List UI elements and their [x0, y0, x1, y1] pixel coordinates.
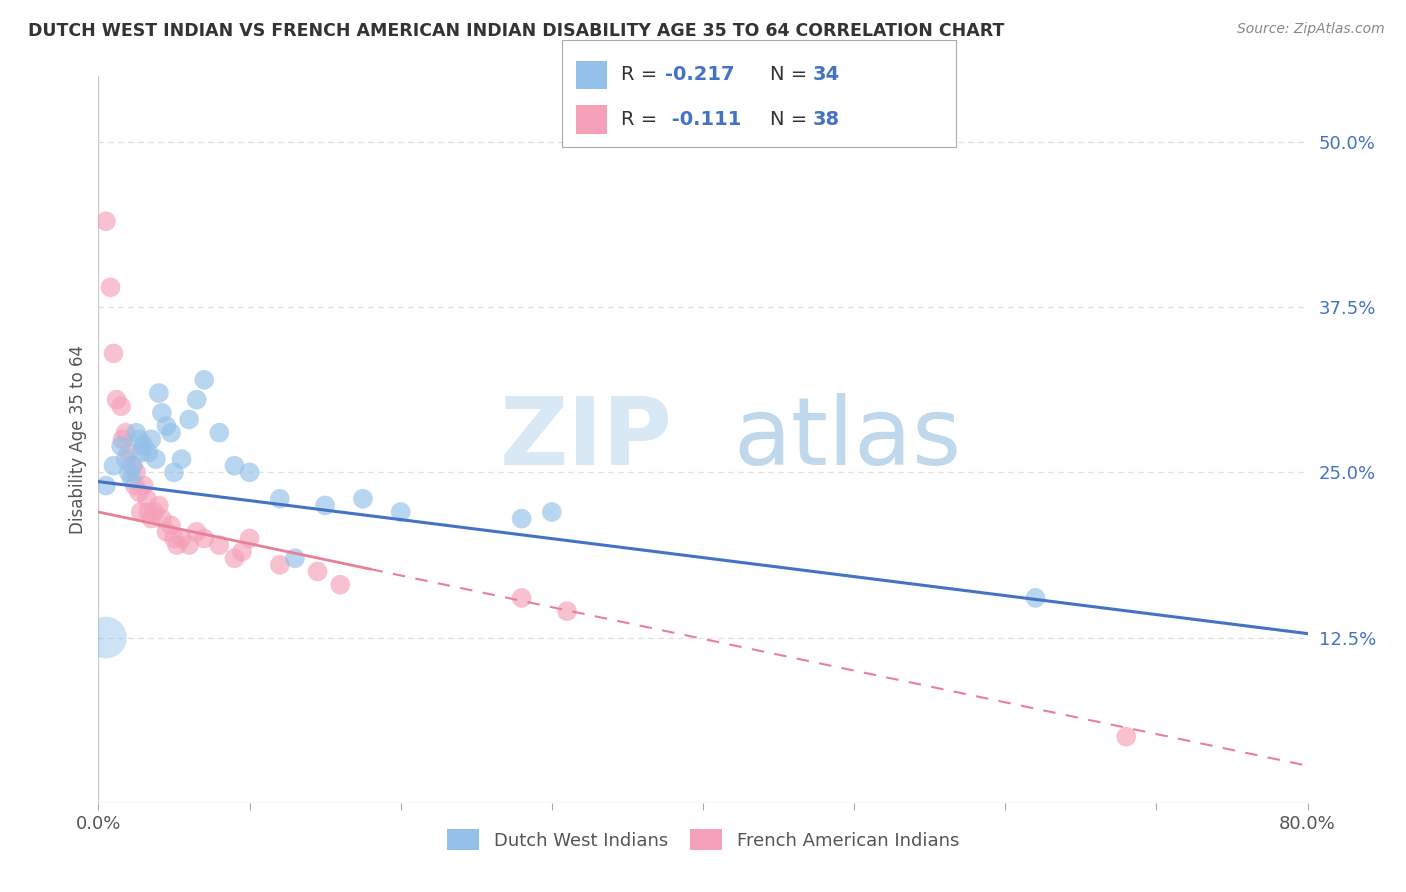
- Point: [510, 591, 533, 605]
- Point: [155, 524, 177, 539]
- Point: [118, 445, 141, 459]
- Point: [307, 565, 329, 579]
- Point: [155, 419, 177, 434]
- Point: [132, 439, 155, 453]
- Point: [136, 505, 159, 519]
- Point: [94, 214, 117, 228]
- Point: [160, 425, 183, 440]
- Point: [128, 432, 150, 446]
- Point: [540, 505, 562, 519]
- Point: [193, 532, 215, 546]
- Point: [129, 505, 152, 519]
- Point: [163, 466, 186, 480]
- Point: [179, 412, 201, 426]
- Legend: Dutch West Indians, French American Indians: Dutch West Indians, French American Indi…: [437, 821, 969, 859]
- Point: [148, 386, 170, 401]
- Point: [132, 478, 155, 492]
- Point: [150, 511, 173, 525]
- Text: DUTCH WEST INDIAN VS FRENCH AMERICAN INDIAN DISABILITY AGE 35 TO 64 CORRELATION : DUTCH WEST INDIAN VS FRENCH AMERICAN IND…: [28, 22, 1004, 40]
- Point: [148, 499, 170, 513]
- Point: [1115, 730, 1137, 744]
- Point: [145, 452, 167, 467]
- Point: [100, 280, 122, 294]
- Point: [1024, 591, 1046, 605]
- Text: Source: ZipAtlas.com: Source: ZipAtlas.com: [1237, 22, 1385, 37]
- Point: [150, 406, 173, 420]
- Point: [122, 458, 145, 473]
- Point: [121, 472, 143, 486]
- Point: [160, 518, 183, 533]
- Point: [110, 399, 132, 413]
- Point: [170, 452, 193, 467]
- Point: [128, 485, 150, 500]
- Y-axis label: Disability Age 35 to 64: Disability Age 35 to 64: [69, 345, 87, 533]
- Point: [269, 491, 291, 506]
- Point: [329, 578, 352, 592]
- Point: [121, 458, 143, 473]
- Point: [114, 452, 136, 467]
- Point: [103, 346, 125, 360]
- Text: R =: R =: [621, 110, 664, 129]
- Point: [239, 532, 262, 546]
- Text: ZIP: ZIP: [501, 393, 672, 485]
- Text: N =: N =: [770, 65, 814, 85]
- Point: [186, 392, 208, 407]
- Point: [510, 511, 533, 525]
- Point: [114, 425, 136, 440]
- Point: [135, 491, 157, 506]
- Point: [125, 425, 148, 440]
- Point: [224, 458, 246, 473]
- Point: [94, 478, 117, 492]
- Point: [136, 445, 159, 459]
- Point: [141, 511, 163, 525]
- Point: [163, 532, 186, 546]
- Point: [124, 478, 146, 492]
- Point: [179, 538, 201, 552]
- Text: N =: N =: [770, 110, 814, 129]
- Point: [555, 604, 578, 618]
- Point: [208, 538, 231, 552]
- Text: R =: R =: [621, 65, 664, 85]
- Point: [111, 432, 134, 446]
- Point: [170, 532, 193, 546]
- Point: [118, 466, 141, 480]
- Point: [186, 524, 208, 539]
- Point: [314, 499, 336, 513]
- Point: [141, 432, 163, 446]
- Point: [166, 538, 188, 552]
- Text: -0.217: -0.217: [665, 65, 734, 85]
- Point: [129, 445, 152, 459]
- Point: [239, 466, 262, 480]
- Text: atlas: atlas: [734, 393, 962, 485]
- Text: 34: 34: [813, 65, 839, 85]
- Point: [105, 392, 128, 407]
- Text: -0.111: -0.111: [665, 110, 741, 129]
- Point: [231, 544, 253, 558]
- Point: [193, 373, 215, 387]
- Point: [110, 439, 132, 453]
- Point: [389, 505, 412, 519]
- Point: [208, 425, 231, 440]
- Point: [143, 505, 166, 519]
- Point: [284, 551, 307, 566]
- Point: [224, 551, 246, 566]
- Point: [125, 466, 148, 480]
- Text: 38: 38: [813, 110, 839, 129]
- Point: [94, 631, 117, 645]
- Point: [269, 558, 291, 572]
- Point: [103, 458, 125, 473]
- Point: [352, 491, 374, 506]
